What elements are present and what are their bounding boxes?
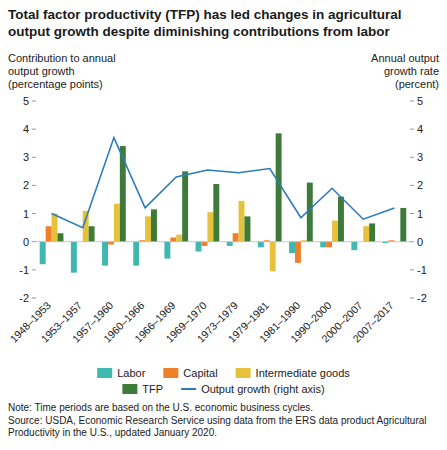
y2-tick-label: 4 [417, 123, 423, 135]
y2-tick-label: -1 [417, 264, 427, 276]
line [52, 138, 395, 228]
baseline [36, 241, 410, 242]
y2-tick [410, 101, 414, 102]
y2-tick [410, 129, 414, 130]
y-tick-label: 4 [23, 123, 29, 135]
bar [338, 197, 344, 242]
y-tick [32, 129, 36, 130]
bar [52, 214, 58, 242]
legend-swatch [181, 388, 196, 390]
bar [46, 226, 52, 241]
chart: -2-1012345-2-10123451948–19531953–195719… [0, 0, 447, 450]
plot-area [36, 133, 410, 272]
bar [400, 208, 406, 242]
y2-axis-label: Annual output growth rate (percent) [349, 52, 439, 91]
bar [40, 242, 46, 265]
y2-tick-label: 2 [417, 179, 423, 191]
y2-tick-label: 3 [417, 151, 423, 163]
legend-label: Labor [117, 367, 145, 379]
y2-tick-label: 5 [417, 95, 423, 107]
bar [332, 221, 338, 242]
y-tick [32, 185, 36, 186]
bar [170, 237, 176, 241]
y-tick-label: -2 [19, 292, 29, 304]
legend-swatch [122, 384, 137, 394]
bar [108, 242, 114, 245]
y-tick [32, 157, 36, 158]
y2-tick-label: -2 [417, 292, 427, 304]
bar [270, 242, 276, 272]
bar [114, 204, 120, 242]
bar [58, 233, 64, 241]
bar [239, 201, 245, 242]
y2-tick-label: 1 [417, 208, 423, 220]
y2-tick [410, 298, 414, 299]
legend-item: Intermediate goods [236, 367, 351, 379]
bar [326, 242, 332, 248]
y-tick-label: 0 [23, 236, 29, 248]
y-tick [32, 298, 36, 299]
bar [182, 171, 188, 241]
legend-item: Capital [163, 367, 217, 379]
bar [369, 223, 375, 241]
bar [133, 242, 139, 266]
y2-tick [410, 241, 414, 242]
bar [363, 226, 369, 241]
bar [233, 233, 239, 241]
bar [71, 242, 77, 273]
bar [258, 242, 264, 248]
bar [289, 242, 295, 253]
bar [320, 242, 326, 248]
bar [245, 216, 251, 241]
bar [164, 242, 170, 259]
note: Note: Time periods are based on the U.S.… [8, 402, 440, 414]
legend-swatch [97, 368, 112, 378]
bar [89, 226, 95, 241]
bar [207, 212, 213, 242]
bar [176, 235, 182, 242]
bar [151, 209, 157, 241]
legend-item: Output growth (right axis) [181, 383, 325, 395]
y2-tick [410, 157, 414, 158]
y-tick-label: 2 [23, 179, 29, 191]
bar [276, 133, 282, 241]
legend-label: Output growth (right axis) [201, 383, 325, 395]
bar [102, 242, 108, 266]
bar [213, 184, 219, 242]
y2-tick [410, 269, 414, 270]
legend-label: Capital [183, 367, 217, 379]
legend-swatch [163, 368, 178, 378]
y-tick [32, 213, 36, 214]
legend-label: Intermediate goods [256, 367, 351, 379]
y-tick-label: 5 [23, 95, 29, 107]
x-tick-label: 2007–2017 [350, 299, 396, 345]
y-tick [32, 269, 36, 270]
y-tick [32, 241, 36, 242]
legend-item: Labor [97, 367, 145, 379]
y-axis-label: Contribution to annual output growth (pe… [8, 52, 133, 91]
bar [145, 216, 151, 241]
y2-tick [410, 185, 414, 186]
legend-item: TFP [122, 383, 163, 395]
bar [201, 242, 207, 246]
y-tick-label: 1 [23, 208, 29, 220]
y2-tick-label: 0 [417, 236, 423, 248]
bar [351, 242, 357, 250]
y-tick [32, 101, 36, 102]
y-tick-label: 3 [23, 151, 29, 163]
bar [196, 242, 202, 252]
title: Total factor productivity (TFP) has led … [8, 6, 438, 40]
bar [227, 242, 233, 246]
bar [295, 242, 301, 263]
y2-tick [410, 213, 414, 214]
source: Source: USDA, Economic Research Service … [8, 415, 440, 439]
legend-label: TFP [142, 383, 163, 395]
legend-swatch [236, 368, 251, 378]
y-tick-label: -1 [19, 264, 29, 276]
